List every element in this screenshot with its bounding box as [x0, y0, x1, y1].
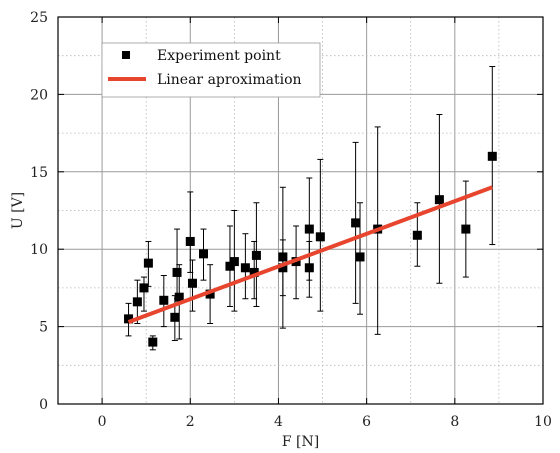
data-points: [124, 151, 497, 347]
data-point: [185, 236, 195, 246]
y-tick-label: 25: [30, 10, 48, 26]
data-point: [205, 289, 215, 299]
linear-fit-line: [127, 185, 493, 324]
data-point: [229, 257, 239, 267]
y-tick-label: 5: [39, 320, 48, 336]
y-tick-label: 15: [30, 165, 48, 181]
data-point: [143, 258, 153, 268]
data-point: [139, 283, 149, 293]
plot-frame: [57, 16, 544, 405]
data-point: [148, 337, 158, 347]
data-point: [278, 252, 288, 262]
data-point: [315, 232, 325, 242]
y-tick-label: 0: [39, 397, 48, 413]
legend-label-experiment: Experiment point: [157, 48, 281, 64]
y-tick-labels: 0 5 10 15 20 25: [30, 10, 48, 413]
data-point: [174, 292, 184, 302]
data-point: [225, 261, 235, 271]
data-point: [159, 295, 169, 305]
data-point: [240, 263, 250, 273]
x-tick-label: 2: [186, 414, 195, 430]
y-axis-label: U [V]: [10, 192, 26, 229]
data-point: [412, 230, 422, 240]
legend-label-linear: Linear aproximation: [157, 72, 302, 88]
legend-marker-square: [122, 51, 130, 59]
x-tick-labels: 0 2 4 6 8 10: [98, 414, 552, 430]
data-point: [170, 312, 180, 322]
data-point: [434, 195, 444, 205]
legend-box: [101, 42, 321, 98]
tick-marks: [58, 16, 544, 405]
data-point: [172, 267, 182, 277]
x-tick-label: 10: [534, 414, 552, 430]
x-tick-label: 0: [98, 414, 107, 430]
x-tick-label: 6: [362, 414, 371, 430]
data-point: [132, 297, 142, 307]
x-tick-label: 4: [274, 414, 283, 430]
data-point: [304, 263, 314, 273]
x-axis-label: F [N]: [282, 434, 319, 450]
data-point: [278, 263, 288, 273]
data-point: [124, 314, 134, 324]
data-point: [199, 249, 208, 259]
data-point: [249, 267, 259, 277]
data-point: [461, 224, 471, 234]
data-point: [355, 252, 365, 262]
data-point: [304, 224, 314, 234]
x-tick-label: 8: [450, 414, 459, 430]
data-point: [351, 218, 361, 228]
y-tick-label: 10: [30, 242, 48, 258]
legend: Experiment point Linear aproximation: [101, 42, 321, 98]
data-point: [187, 278, 197, 288]
y-tick-label: 20: [30, 87, 48, 103]
data-point: [251, 250, 261, 260]
data-point: [487, 151, 497, 161]
